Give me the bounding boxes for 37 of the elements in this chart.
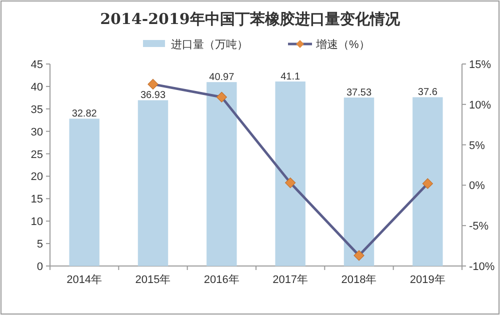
y-tick-label: 5: [36, 238, 43, 251]
y-tick-label: 45: [30, 59, 43, 71]
y2-tick-label: 5%: [469, 140, 486, 152]
y-tick-label: 25: [30, 148, 43, 161]
data-label: 32.82: [72, 108, 98, 120]
data-label: 37.6: [418, 87, 438, 98]
data-label: 36.93: [140, 90, 166, 102]
bar: [69, 118, 100, 266]
x-tick-label: 2017年: [272, 274, 308, 286]
y2-tick-label: -10%: [469, 261, 495, 273]
y-tick-label: 15: [30, 194, 43, 206]
legend-label: 进口量（万吨）: [171, 38, 248, 51]
x-tick-label: 2014年: [66, 274, 102, 286]
chart-title: 2014-2019年中国丁苯橡胶进口量变化情况: [100, 10, 401, 28]
bar: [138, 100, 168, 266]
y-tick-label: 20: [30, 171, 43, 184]
x-tick-label: 2019年: [410, 274, 446, 286]
data-label: 40.97: [209, 72, 235, 84]
y-tick-label: 10: [30, 216, 43, 228]
data-label: 37.53: [346, 88, 372, 99]
bar: [344, 98, 374, 266]
x-tick-label: 2015年: [135, 274, 171, 286]
bar: [412, 97, 443, 266]
x-tick-label: 2016年: [204, 274, 240, 286]
data-label: 41.1: [280, 72, 300, 83]
y2-tick-label: 10%: [469, 99, 492, 112]
legend-label: 增速（%）: [315, 38, 370, 51]
y2-tick-label: 15%: [469, 59, 492, 71]
y-tick-label: 40: [30, 81, 43, 94]
y-tick-label: 35: [30, 104, 43, 116]
bar: [206, 82, 237, 266]
y2-tick-label: -5%: [469, 220, 489, 233]
bar: [275, 82, 306, 266]
y-tick-label: 0: [36, 261, 43, 273]
y-tick-label: 30: [30, 126, 43, 138]
y2-tick-label: 0%: [469, 180, 486, 192]
x-tick-label: 2018年: [341, 274, 377, 286]
